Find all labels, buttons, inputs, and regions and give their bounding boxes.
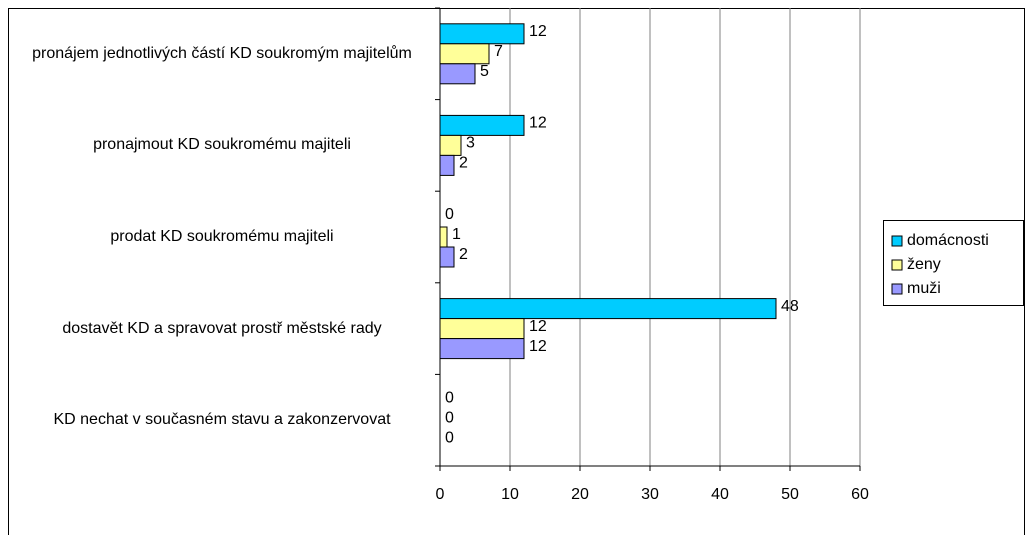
bar bbox=[439, 298, 777, 320]
bar bbox=[439, 63, 476, 85]
x-tick-label: 20 bbox=[571, 486, 589, 503]
data-label: 3 bbox=[466, 135, 475, 152]
data-label: 5 bbox=[480, 63, 489, 80]
data-label: 48 bbox=[781, 298, 799, 315]
chart-border bbox=[8, 8, 1025, 535]
y-tick-label: pronájem jednotlivých částí KD soukromým… bbox=[32, 44, 412, 62]
y-tick-label: dostavět KD a spravovat prostř městské r… bbox=[62, 319, 382, 337]
legend-swatch bbox=[891, 235, 903, 247]
bar bbox=[439, 226, 448, 248]
data-label: 0 bbox=[445, 206, 454, 223]
data-label: 1 bbox=[452, 226, 461, 243]
data-label: 2 bbox=[459, 155, 468, 172]
x-tick-label: 40 bbox=[711, 486, 729, 503]
x-tick-label: 10 bbox=[501, 486, 519, 503]
data-label: 12 bbox=[529, 23, 547, 40]
data-label: 7 bbox=[494, 43, 503, 60]
x-tick-label: 60 bbox=[851, 486, 869, 503]
bar bbox=[439, 318, 525, 340]
legend-label: ženy bbox=[907, 256, 941, 273]
data-label: 12 bbox=[529, 115, 547, 132]
y-tick-label: pronajmout KD soukromému majiteli bbox=[93, 136, 351, 154]
x-tick-label: 30 bbox=[641, 486, 659, 503]
bar bbox=[439, 134, 462, 156]
x-tick-label: 0 bbox=[436, 486, 445, 503]
bar bbox=[439, 246, 455, 268]
legend-swatch bbox=[891, 283, 903, 295]
data-label: 0 bbox=[445, 429, 454, 446]
data-label: 0 bbox=[445, 409, 454, 426]
data-label: 2 bbox=[459, 246, 468, 263]
bar bbox=[439, 338, 525, 360]
x-tick-label: 50 bbox=[781, 486, 799, 503]
bar bbox=[439, 43, 490, 65]
data-label: 12 bbox=[529, 318, 547, 335]
data-label: 0 bbox=[445, 389, 454, 406]
legend-swatch bbox=[891, 259, 903, 271]
bar bbox=[439, 154, 455, 176]
legend-box bbox=[883, 220, 1024, 306]
legend-label: muži bbox=[907, 280, 941, 297]
bar bbox=[439, 114, 525, 136]
bar bbox=[439, 23, 525, 45]
data-label: 12 bbox=[529, 338, 547, 355]
y-tick-label: KD nechat v současném stavu a zakonzervo… bbox=[53, 411, 391, 429]
y-tick-label: prodat KD soukromému majiteli bbox=[110, 228, 334, 245]
legend-label: domácnosti bbox=[907, 232, 989, 249]
